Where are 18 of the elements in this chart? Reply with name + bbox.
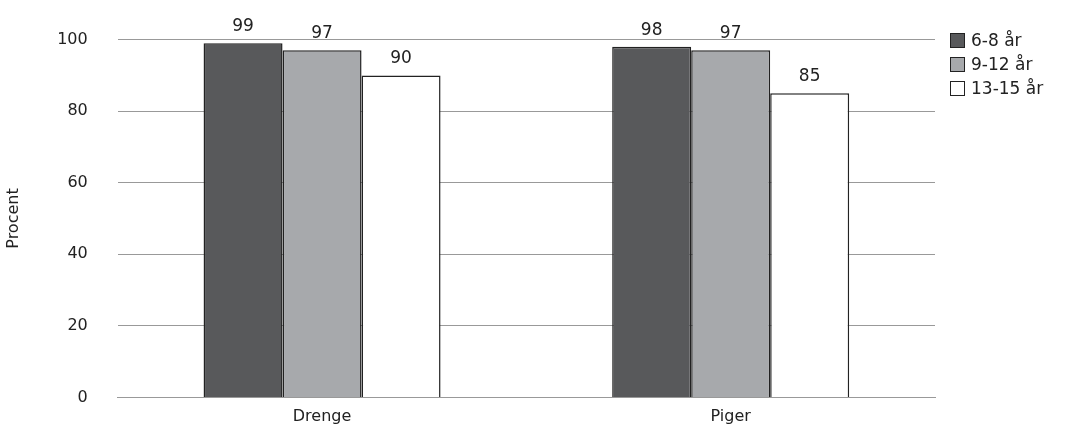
y-tick-label: 40	[67, 243, 88, 263]
legend-label: 6-8 år	[971, 30, 1022, 50]
data-label: 97	[719, 22, 742, 43]
y-tick-label: 60	[67, 171, 88, 191]
y-axis-title: Procent	[2, 188, 22, 249]
y-tick-label: 80	[67, 100, 88, 120]
legend-label: 9-12 år	[971, 54, 1033, 74]
data-label: 98	[640, 18, 663, 39]
data-label: 97	[311, 22, 333, 43]
y-tick-label: 100	[57, 28, 88, 48]
text: 13-15 år	[971, 78, 1044, 98]
y-tick-label: 20	[67, 315, 88, 334]
data-label: 85	[798, 65, 821, 86]
x-tick-label: Drenge	[292, 406, 352, 426]
data-label: 90	[390, 47, 412, 68]
x-tick-label: Piger	[710, 406, 752, 426]
y-tick-label: 0	[77, 386, 88, 406]
data-label: 99	[232, 15, 254, 36]
